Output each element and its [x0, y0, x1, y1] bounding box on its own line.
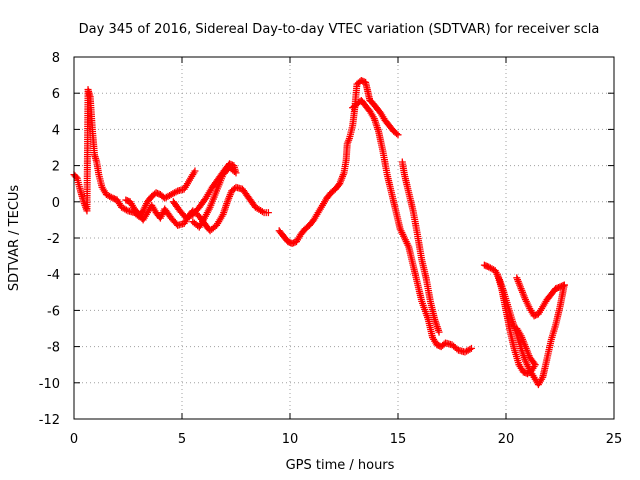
data-point: [107, 193, 115, 201]
y-axis-label: SDTVAR / TECUs: [7, 185, 22, 292]
data-point: [189, 218, 197, 226]
series-track-2: [122, 183, 272, 235]
y-tick-label: -6: [47, 304, 60, 319]
grid-layer: [74, 57, 614, 419]
data-point: [560, 281, 568, 289]
data-point: [172, 188, 180, 196]
series-track-6: [398, 158, 443, 336]
y-tick-label: 0: [52, 196, 60, 211]
y-tick-label: -12: [39, 413, 60, 428]
x-tick-label: 10: [282, 432, 299, 447]
x-tick-label: 0: [70, 432, 78, 447]
data-point: [264, 209, 272, 217]
y-tick-label: 8: [52, 51, 60, 66]
data-point: [435, 328, 443, 336]
series-track-5: [349, 96, 475, 356]
data-point: [393, 130, 401, 138]
series-track-3: [169, 160, 240, 231]
x-axis-label: GPS time / hours: [286, 458, 395, 473]
y-tick-label: 6: [52, 87, 60, 102]
data-point: [122, 206, 130, 214]
series-track-4: [275, 77, 402, 247]
x-tick-label: 15: [390, 432, 407, 447]
y-tick-label: 4: [52, 123, 60, 138]
x-tick-label: 20: [498, 432, 515, 447]
y-tick-label: 2: [52, 160, 60, 175]
chart-title: Day 345 of 2016, Sidereal Day-to-day VTE…: [79, 22, 600, 37]
y-tick-label: -8: [47, 341, 60, 356]
series-track-9: [513, 274, 568, 320]
y-tick-label: -2: [47, 232, 60, 247]
data-point: [190, 219, 198, 227]
data-point: [394, 131, 402, 139]
y-tick-label: -4: [47, 268, 60, 283]
plot-frame: [73, 56, 615, 420]
x-tick-label: 25: [606, 432, 623, 447]
data-point: [513, 325, 521, 332]
data-point: [466, 345, 474, 353]
data-layer: [70, 77, 568, 389]
data-point: [467, 344, 475, 352]
x-tick-label: 5: [178, 432, 186, 447]
y-tick-label: -10: [39, 377, 60, 392]
series-track-8: [493, 270, 539, 378]
series-track-1: [70, 86, 199, 220]
data-point: [191, 167, 199, 175]
